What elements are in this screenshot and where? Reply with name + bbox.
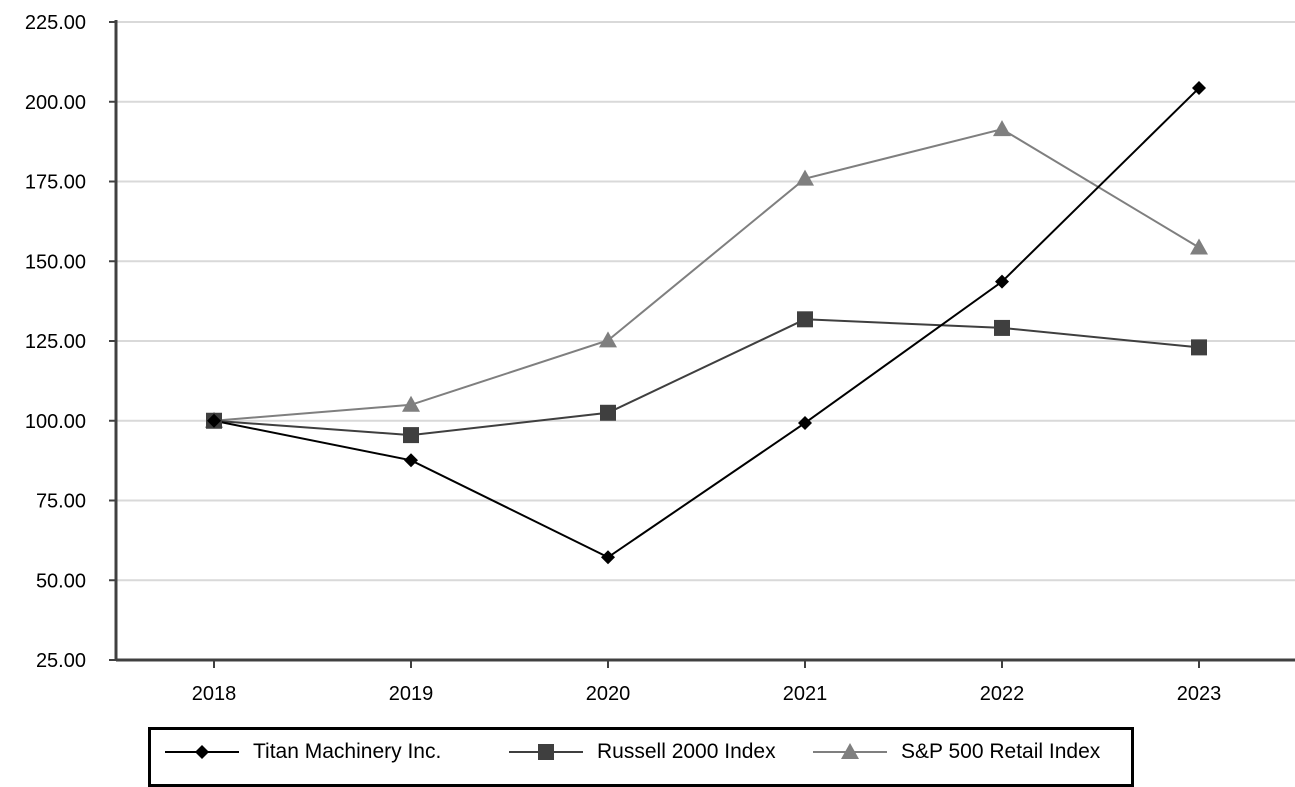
legend: Titan Machinery Inc. Russell 2000 Index … [148,727,1134,787]
series-lines [213,87,1200,559]
data-point-triangle [402,395,420,412]
legend-swatch-triangle [813,743,887,759]
data-point-diamond [207,413,221,428]
data-point-square [994,319,1010,336]
legend-label-russell: Russell 2000 Index [597,740,776,763]
y-tick-label: 75.00 [36,491,86,513]
y-tick-label: 25.00 [36,650,86,672]
x-tick-label: 2023 [1177,683,1222,705]
data-point-diamond [798,415,812,430]
series-line-triangle [213,128,1200,422]
y-tick-label: 125.00 [25,331,86,353]
y-tick-label: 175.00 [25,172,86,194]
legend-label-sp500: S&P 500 Retail Index [901,740,1101,763]
data-point-triangle [1190,238,1208,255]
line-chart: 25.00 50.00 75.00 100.00 125.00 150.00 175.00 2… [25,12,1295,705]
y-tick-label: 225.00 [25,12,86,34]
y-tick-label: 50.00 [36,570,86,592]
legend-swatch-square [509,744,583,760]
data-point-square [797,311,813,328]
x-tick-label: 2018 [192,683,237,705]
x-axis-tick-labels: 2018 2019 2020 2021 2022 2023 [192,683,1222,705]
data-point-square [1191,339,1207,356]
data-point-square [403,427,419,444]
data-point-diamond [601,550,615,565]
x-tick-label: 2021 [783,683,828,705]
y-axis-tick-labels: 25.00 50.00 75.00 100.00 125.00 150.00 175.00 2… [25,12,86,672]
series-line-diamond [213,87,1200,559]
y-tick-label: 150.00 [25,251,86,273]
axes [109,20,1295,668]
data-point-triangle [993,120,1011,137]
series-line-square [213,318,1200,437]
data-point-diamond [995,274,1009,289]
data-point-diamond [404,453,418,468]
y-tick-label: 100.00 [25,411,86,433]
x-tick-label: 2020 [586,683,631,705]
y-tick-label: 200.00 [25,92,86,114]
x-tick-label: 2019 [389,683,434,705]
legend-item-russell: Russell 2000 Index [509,730,776,774]
data-point-triangle [599,331,617,348]
legend-item-titan: Titan Machinery Inc. [165,730,441,774]
data-point-square [600,404,616,421]
data-point-triangle [796,169,814,186]
series-markers [205,81,1208,565]
legend-swatch-diamond [165,745,239,759]
x-tick-label: 2022 [980,683,1025,705]
legend-label-titan: Titan Machinery Inc. [253,740,442,763]
data-point-diamond [1192,81,1206,96]
gridlines [116,21,1295,582]
legend-item-sp500: S&P 500 Retail Index [813,730,1100,774]
